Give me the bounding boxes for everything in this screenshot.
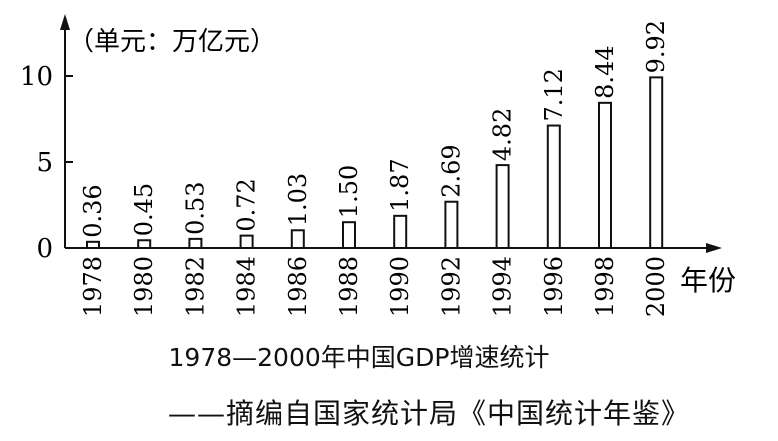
y-tick-label-10: 10 [20,62,53,92]
x-tick-label-1992: 1992 [437,256,465,317]
value-label-1994: 4.82 [489,108,517,161]
value-label-1986: 1.03 [284,173,312,226]
value-label-1982: 0.53 [181,181,209,234]
bar-1978 [86,240,100,249]
value-label-1996: 7.12 [540,68,568,121]
bar-1984 [239,234,254,249]
bar-1980 [137,239,152,249]
bar-1982 [188,237,203,250]
x-tick-label-1984: 1984 [233,256,261,317]
x-tick-label-1982: 1982 [181,256,209,317]
value-label-1980: 0.45 [130,183,158,236]
x-tick-label-1998: 1998 [591,256,619,317]
x-tick-label-1996: 1996 [540,256,568,317]
bar-1992 [444,200,459,249]
x-tick-label-1994: 1994 [489,256,517,317]
value-label-1978: 0.36 [79,184,107,237]
x-axis-arrow [706,243,722,253]
chart-title: 1978—2000年中国GDP增速统计 [168,343,550,372]
value-label-1998: 8.44 [591,45,619,98]
bar-1998 [598,101,612,249]
y-unit-label: （单元：万亿元） [68,27,276,57]
x-tick-label-1990: 1990 [386,256,414,317]
y-axis-arrow [60,14,70,30]
chart-source: ——摘编自国家统计局《中国统计年鉴》 [167,397,690,430]
bar-1996 [546,124,561,249]
bar-1988 [342,221,356,249]
value-label-1984: 0.72 [233,178,261,231]
bar-1994 [495,164,510,249]
value-label-1988: 1.50 [335,165,363,218]
bar-1986 [290,229,305,249]
value-label-1992: 2.69 [437,144,465,197]
value-label-2000: 9.92 [642,20,670,73]
x-tick-label-1986: 1986 [284,256,312,317]
y-tick-label-5: 5 [36,148,53,178]
bar-1990 [393,214,408,249]
x-tick-label-1978: 1978 [79,256,107,317]
x-axis-label: 年份 [680,264,736,297]
y-tick-label-0: 0 [36,234,53,264]
x-tick-label-2000: 2000 [642,256,670,317]
x-tick-label-1980: 1980 [130,256,158,317]
bar-2000 [649,76,664,249]
x-tick-label-1988: 1988 [335,256,363,317]
value-label-1990: 1.87 [386,158,414,211]
